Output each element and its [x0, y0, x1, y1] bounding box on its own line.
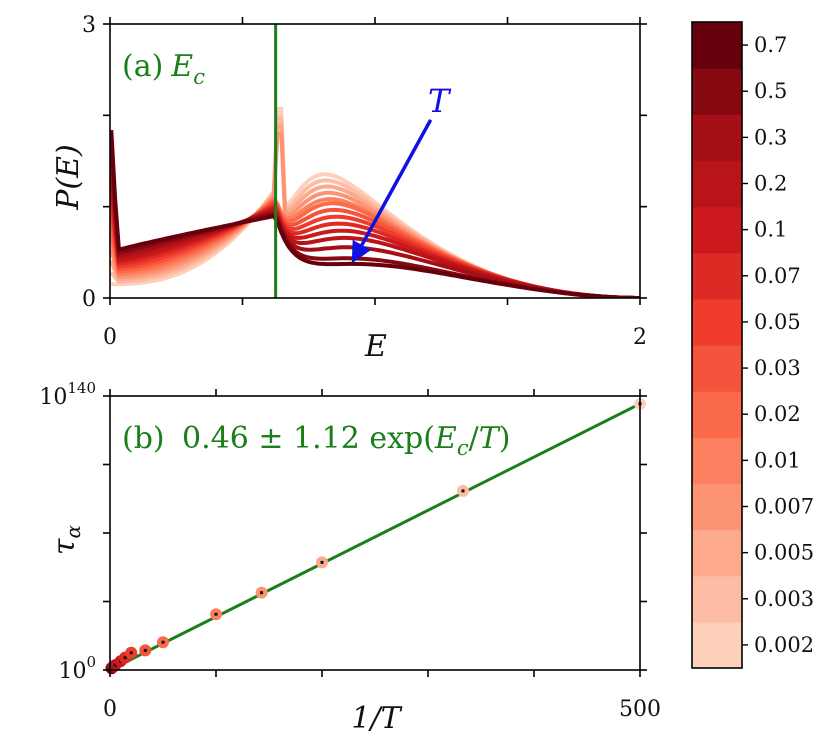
tau-point-center: [143, 648, 147, 652]
colorbar-block: [692, 345, 742, 392]
panel-b-letter: (b): [122, 421, 165, 456]
colorbar-tick-label: 0.07: [754, 264, 801, 288]
distribution-curves: [110, 106, 640, 298]
tau-point-center: [161, 640, 165, 644]
x-tick-label-a: 2: [633, 325, 647, 350]
panel-a-letter: (a): [122, 49, 163, 84]
panel-a: 0 203 (a) Ec T P(E) E: [51, 13, 647, 364]
colorbar-block: [692, 114, 742, 162]
colorbar-tick-label: 0.005: [754, 541, 814, 565]
x-tick-label-b: 0: [103, 697, 117, 722]
y-axis-label-a: P(E): [51, 144, 86, 211]
x-axis-label-b: 1/T: [351, 701, 402, 736]
tau-point-center: [214, 612, 218, 616]
y-tick-label-a: 3: [82, 13, 96, 38]
x-tick-label-a: 0: [103, 325, 117, 350]
colorbar-tick-label: 0.05: [754, 310, 801, 334]
colorbar-tick-label: 0.3: [754, 125, 787, 149]
colorbar-frame: [691, 21, 743, 669]
panel-b: 0 500 100 10140 (b) 0.46 ± 1.12 exp(Ec/T) τ…: [39, 379, 661, 736]
tau-point-center: [123, 656, 127, 660]
colorbar-block: [692, 529, 742, 577]
tau-point-center: [461, 489, 465, 493]
colorbar-block: [692, 391, 742, 438]
x-axis-label-a: E: [364, 329, 387, 364]
colorbar-tick-label: 0.1: [754, 218, 787, 242]
panel-a-ticks: 0 2 0 3: [82, 13, 647, 350]
colorbar-tick-label: 0.02: [754, 402, 801, 426]
colorbar-block: [692, 22, 742, 69]
curve-T-0.7: [110, 129, 640, 298]
colorbar-block: [692, 68, 742, 115]
y-tick-label-b: 100: [58, 653, 96, 684]
colorbar-block: [692, 483, 742, 531]
y-axis-label-b: τα: [47, 524, 85, 555]
arrow-label-T: T: [428, 82, 452, 120]
colorbar-block: [692, 160, 742, 208]
colorbar-tick-label: 0.03: [754, 356, 801, 380]
colorbar-ticks: 0.002 0.003 0.005 0.007 0.01 0.02 0.03 0.05 0.07…: [742, 33, 814, 657]
tau-point-center: [320, 560, 324, 564]
fit-line: [110, 402, 640, 670]
panel-a-label: (a) Ec: [122, 49, 205, 89]
temperature-arrow: [351, 119, 433, 264]
ec-annotation: E: [170, 49, 193, 84]
colorbar: 0.002 0.003 0.005 0.007 0.01 0.02 0.03 0.05 0.07…: [691, 21, 814, 669]
fit-label: 0.46 ± 1.12 exp(Ec/T): [182, 421, 510, 460]
colorbar-block: [692, 206, 742, 254]
ec-subscript: c: [193, 65, 205, 89]
tau-point-center: [260, 591, 264, 595]
colorbar-tick-label: 0.007: [754, 495, 814, 519]
tau-point-center: [113, 663, 117, 667]
colorbar-tick-label: 0.2: [754, 172, 787, 196]
colorbar-tick-label: 0.5: [754, 79, 787, 103]
panel-b-ticks: 0 500 100 10140: [39, 379, 661, 722]
y-tick-label-a: 0: [82, 287, 96, 312]
colorbar-block: [692, 298, 742, 346]
colorbar-block: [692, 621, 742, 669]
colorbar-tick-label: 0.003: [754, 587, 814, 611]
colorbar-tick-label: 0.7: [754, 33, 787, 57]
colorbar-block: [692, 437, 742, 485]
colorbar-tick-label: 0.002: [754, 633, 814, 657]
colorbar-block: [692, 252, 742, 300]
colorbar-block: [692, 575, 742, 623]
y-tick-label-b: 10140: [39, 379, 96, 410]
tau-point-center: [129, 651, 133, 655]
colorbar-tick-label: 0.01: [754, 448, 801, 472]
x-tick-label-b: 500: [619, 697, 661, 722]
colorbar-blocks: [692, 22, 742, 669]
